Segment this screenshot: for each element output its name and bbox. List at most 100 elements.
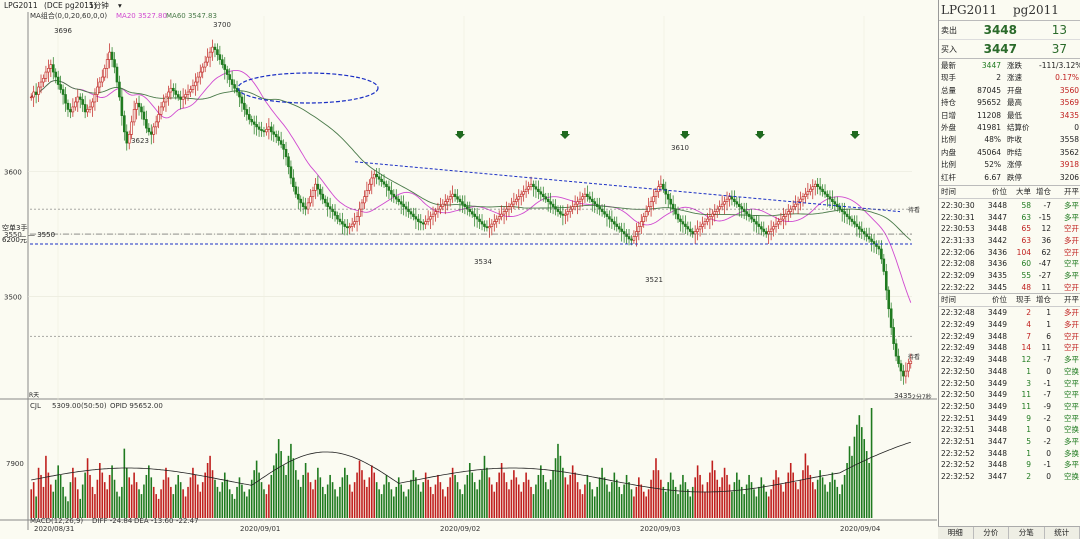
volume-bar	[611, 482, 613, 518]
candle	[385, 183, 388, 187]
candle	[424, 221, 427, 225]
down-arrow-icon	[560, 131, 570, 139]
stat-row: 持仓 95652 最高 3569	[939, 97, 1080, 109]
candle	[375, 173, 378, 178]
volume-bar	[410, 479, 412, 518]
candle	[345, 226, 349, 229]
volume-bar	[214, 479, 216, 518]
moving-averages	[30, 69, 912, 303]
tick-cell: 空开	[1064, 247, 1079, 257]
volume-bar	[407, 489, 410, 518]
volume-bar	[760, 477, 763, 518]
candle	[363, 196, 366, 204]
volume-bar	[713, 470, 716, 518]
tick-row: 22:32:51 3447 5 -2 多平	[939, 436, 1080, 448]
candle	[568, 208, 572, 212]
tick-cell: 55	[1021, 271, 1031, 281]
tick-cell: 空开	[1064, 343, 1079, 353]
volume-bar	[314, 479, 317, 518]
candlestick-chart[interactable]: 3500 3550 3600 2020/08/31 2020/09/01 2020/09/…	[0, 0, 937, 539]
candle	[250, 119, 254, 123]
volume-bar	[689, 496, 692, 518]
candle	[326, 202, 329, 207]
sell-row[interactable]: 卖出 3448 13	[939, 21, 1080, 40]
volume-bar	[402, 491, 405, 518]
candle	[617, 226, 621, 230]
volume-bar	[223, 472, 226, 518]
tick-cell: 3435	[987, 271, 1007, 281]
candle	[221, 59, 224, 65]
candle	[409, 211, 413, 215]
stat-row: 最新 3447 涨跌 -111/3.12%	[939, 60, 1080, 72]
tick-cell: 63	[1021, 212, 1031, 222]
candle	[515, 198, 518, 202]
volume-bar	[299, 486, 302, 518]
volume-bar	[238, 477, 241, 518]
candle	[828, 196, 832, 200]
period-selector[interactable]: 5分钟	[89, 1, 109, 10]
stat-value: 3918	[1059, 160, 1079, 170]
period-dropdown-icon[interactable]: ▾	[118, 1, 122, 10]
volume-bar	[69, 482, 72, 518]
candle	[262, 130, 266, 133]
volume-bar	[532, 494, 535, 518]
volume-bar	[569, 474, 572, 518]
candle	[397, 198, 401, 202]
candle	[257, 126, 261, 130]
candle	[451, 193, 454, 197]
volume-bar	[635, 486, 638, 518]
volume-bar	[544, 482, 547, 518]
volume-bar	[419, 491, 422, 518]
volume-bar	[160, 489, 162, 518]
x-tick-label: 2020/09/01	[240, 525, 280, 533]
candle	[522, 191, 525, 195]
volume-bar	[152, 486, 155, 518]
volume-bar	[466, 474, 469, 518]
candle	[380, 178, 383, 183]
candle	[394, 196, 398, 200]
candle	[583, 193, 587, 197]
volume-bar	[598, 477, 601, 518]
volume-bar	[221, 482, 224, 518]
candles	[29, 39, 913, 385]
tick-cell: 22:32:09	[941, 271, 975, 281]
panel-tab[interactable]: 明细	[938, 527, 974, 539]
volume-bar	[103, 482, 106, 518]
volume-bar	[807, 465, 809, 518]
panel-tab[interactable]: 分笔	[1009, 527, 1045, 539]
column-header: 增仓	[1036, 295, 1051, 305]
panel-tab[interactable]: 统计	[1045, 527, 1080, 539]
candle	[301, 202, 305, 207]
candle	[809, 188, 812, 192]
volume-bar	[471, 472, 474, 518]
candle	[789, 208, 793, 212]
volume-bar	[503, 472, 505, 518]
candle	[218, 54, 222, 60]
candle	[436, 208, 440, 212]
volume-bar	[640, 484, 643, 518]
volume-bar	[429, 486, 432, 518]
candle	[485, 226, 489, 229]
volume-bar	[669, 472, 672, 518]
candle	[772, 226, 775, 230]
volume-bar	[660, 479, 662, 518]
volume-bar	[297, 479, 300, 518]
tick-row: 22:32:48 3449 2 1 多开	[939, 307, 1080, 319]
tick-cell: 3448	[987, 224, 1007, 234]
candle	[274, 134, 278, 138]
tick-cell: 22:32:22	[941, 282, 975, 292]
volume-bar	[390, 489, 393, 518]
volume-bar	[738, 479, 741, 518]
candle	[37, 86, 40, 95]
big-orders-header: 时间 价位 大单 增仓 开平	[939, 186, 1080, 199]
buy-row[interactable]: 买入 3447 37	[939, 40, 1080, 59]
candle	[284, 149, 288, 158]
volume-bar	[794, 482, 797, 518]
volume-bar	[486, 467, 488, 518]
candle	[603, 211, 606, 215]
candle	[755, 221, 758, 225]
highlight-ellipse	[237, 72, 379, 104]
panel-tab[interactable]: 分价	[974, 527, 1009, 539]
candle	[319, 188, 322, 195]
volume-bar	[72, 467, 74, 518]
